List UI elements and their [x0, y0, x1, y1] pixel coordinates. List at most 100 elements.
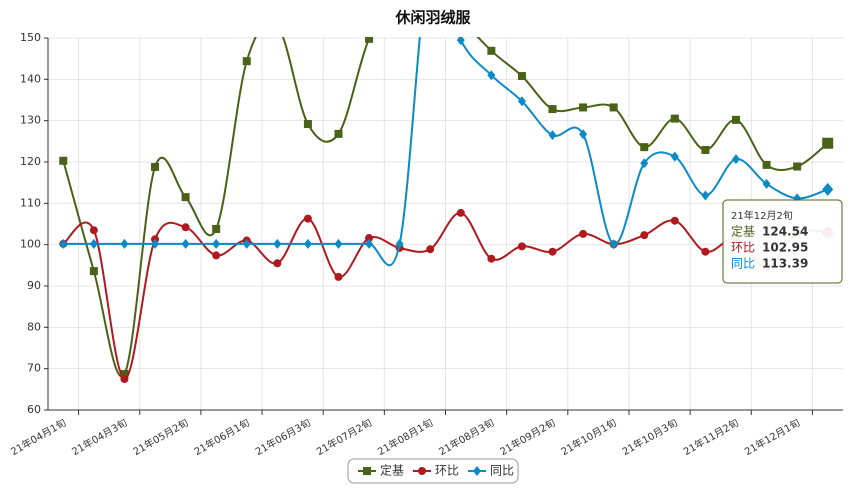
x-tick-label: 21年12月1旬 [742, 416, 802, 458]
tooltip-name: 环比 [731, 241, 755, 255]
marker [517, 242, 526, 251]
marker [363, 467, 371, 475]
marker [181, 238, 190, 249]
marker [731, 115, 740, 124]
marker [334, 272, 343, 281]
marker [517, 96, 526, 107]
tooltip-value: 124.54 [762, 225, 808, 239]
y-tick-label: 90 [27, 279, 41, 292]
marker [473, 466, 481, 476]
marker [487, 70, 496, 81]
tooltip-name: 定基 [731, 224, 755, 239]
marker [548, 130, 557, 141]
marker [418, 467, 426, 475]
marker [59, 238, 68, 249]
tooltip-title: 21年12月2旬 [731, 209, 793, 222]
series-line [62, 37, 829, 378]
x-tick-label: 21年11月2旬 [681, 416, 741, 458]
marker [181, 193, 190, 202]
marker [517, 72, 526, 81]
marker [303, 238, 312, 249]
y-tick-label: 70 [27, 362, 41, 375]
y-tick-label: 140 [20, 72, 41, 85]
marker [303, 214, 312, 223]
marker [212, 238, 221, 249]
x-tick-label: 21年07月2旬 [314, 416, 374, 458]
marker [273, 22, 281, 30]
marker [242, 57, 251, 66]
marker [120, 238, 129, 249]
marker [120, 375, 129, 383]
y-tick-label: 130 [20, 114, 41, 127]
marker [426, 245, 435, 254]
marker [242, 238, 251, 249]
marker [456, 37, 465, 46]
marker [793, 162, 802, 171]
x-tick-label: 21年05月2旬 [131, 416, 191, 458]
y-tick-label: 150 [20, 31, 41, 44]
series-line [63, 37, 829, 267]
x-tick-label: 21年04月3旬 [69, 416, 129, 458]
marker [89, 226, 98, 235]
marker [670, 151, 679, 162]
marker [151, 162, 160, 171]
y-tick-label: 120 [20, 155, 41, 168]
marker [334, 129, 343, 138]
marker [701, 190, 710, 201]
x-tick-label: 21年06月3旬 [253, 416, 313, 458]
tooltip-name: 同比 [731, 257, 755, 271]
legend-items: 定基 环比 同比 [358, 463, 514, 478]
marker [731, 154, 740, 165]
tooltip-box [722, 199, 843, 284]
y-tick-label: 110 [20, 196, 41, 209]
marker [365, 238, 374, 249]
x-tick-label: 21年06月1旬 [192, 416, 252, 458]
marker [609, 239, 618, 250]
marker [365, 234, 374, 243]
marker [120, 370, 129, 379]
y-tick-label: 60 [27, 403, 41, 416]
tooltip-value: 102.95 [762, 241, 808, 255]
chart-title: 休闲羽绒服 [394, 9, 471, 27]
plot-area [59, 22, 834, 383]
tooltip-value: 113.39 [762, 257, 808, 271]
marker [212, 251, 221, 260]
legend [347, 458, 519, 484]
marker [89, 238, 98, 249]
marker [303, 119, 312, 128]
legend-label: 环比 [435, 464, 459, 478]
marker [640, 158, 649, 169]
marker [762, 178, 771, 189]
marker [579, 103, 588, 112]
marker [670, 114, 679, 123]
marker [579, 229, 588, 238]
x-tick-label: 21年10月3旬 [620, 416, 680, 458]
legend-label: 同比 [490, 464, 514, 478]
marker [670, 216, 679, 225]
marker [579, 129, 588, 140]
marker [822, 182, 834, 196]
marker [212, 224, 221, 233]
marker [609, 103, 618, 112]
marker [822, 137, 834, 149]
marker [89, 267, 98, 276]
marker [640, 143, 649, 152]
marker [487, 46, 496, 55]
marker [640, 231, 649, 240]
marker [701, 146, 710, 155]
marker [701, 247, 710, 256]
x-tick-label: 21年08月1旬 [375, 416, 435, 458]
x-tick-label: 21年09月2旬 [497, 416, 557, 458]
marker [365, 37, 374, 43]
marker [273, 238, 282, 249]
marker [59, 156, 68, 165]
marker [151, 238, 160, 249]
marker [273, 259, 282, 268]
marker [334, 238, 343, 249]
x-tick-label: 21年04月1旬 [8, 416, 68, 458]
marker [456, 208, 465, 217]
marker [181, 223, 190, 232]
